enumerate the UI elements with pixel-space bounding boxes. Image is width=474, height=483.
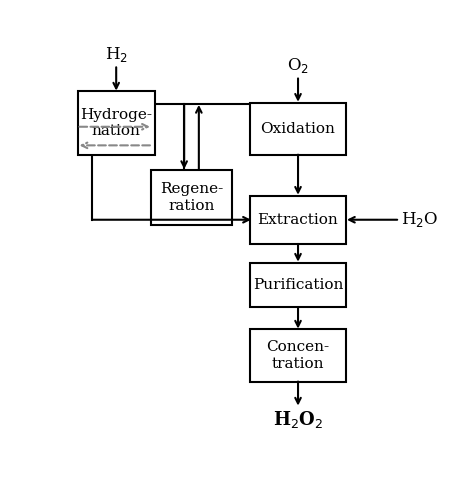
Text: Regene-
ration: Regene- ration — [160, 182, 223, 213]
Text: Oxidation: Oxidation — [261, 122, 336, 136]
Text: Extraction: Extraction — [258, 213, 338, 227]
Text: H$_2$O$_2$: H$_2$O$_2$ — [273, 410, 323, 430]
FancyBboxPatch shape — [250, 102, 346, 155]
Text: Concen-
tration: Concen- tration — [266, 341, 329, 370]
FancyBboxPatch shape — [151, 170, 232, 225]
FancyBboxPatch shape — [78, 91, 155, 155]
FancyBboxPatch shape — [250, 329, 346, 382]
Text: H$_2$O: H$_2$O — [401, 210, 438, 229]
FancyBboxPatch shape — [250, 262, 346, 307]
FancyBboxPatch shape — [250, 196, 346, 244]
Text: O$_2$: O$_2$ — [287, 56, 309, 75]
Text: Hydroge-
nation: Hydroge- nation — [80, 108, 152, 138]
Text: H$_2$: H$_2$ — [105, 44, 128, 64]
Text: Purification: Purification — [253, 278, 343, 292]
